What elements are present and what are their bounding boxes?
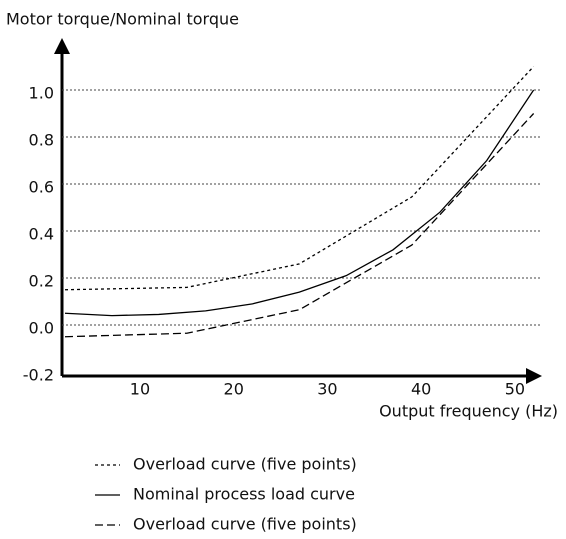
x-tick-label: 30: [317, 380, 337, 399]
x-tick-label: 10: [130, 380, 150, 399]
line-series: [64, 89, 535, 317]
x-axis-arrow: [526, 368, 542, 384]
y-tick-label: 0.2: [29, 272, 54, 291]
legend-label: Overload curve (five points): [133, 455, 357, 474]
y-tick-label: 0.0: [29, 319, 54, 338]
x-axis-title: Output frequency (Hz): [379, 402, 558, 421]
y-tick-label: 0.6: [29, 178, 54, 197]
line-series: [64, 113, 535, 338]
x-tick-label: 40: [411, 380, 431, 399]
y-tick-label: -0.2: [23, 366, 54, 385]
y-axis-title: Motor torque/Nominal torque: [6, 10, 239, 29]
y-axis-arrow: [54, 38, 70, 54]
x-tick-label: 50: [505, 380, 525, 399]
legend-label: Nominal process load curve: [133, 485, 355, 504]
y-tick-label: 0.8: [29, 131, 54, 150]
y-tick-label: 0.4: [29, 225, 54, 244]
y-tick-label: 1.0: [29, 84, 54, 103]
x-tick-label: 20: [224, 380, 244, 399]
legend-label: Overload curve (five points): [133, 515, 357, 534]
line-series: [64, 66, 535, 291]
